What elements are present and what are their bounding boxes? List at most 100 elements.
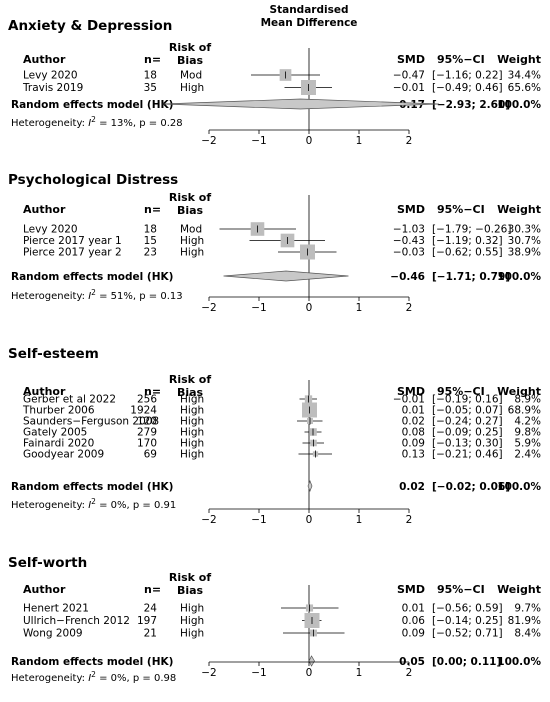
study-author: Thurber 2006 — [22, 405, 95, 417]
summary-label: Random effects model (HK) — [11, 99, 173, 111]
summary-weight: 100.0% — [497, 656, 541, 668]
study-risk-of-bias: High — [180, 615, 204, 627]
study-ci: [−0.56; 0.59] — [432, 603, 503, 615]
column-header-weight: Weight — [497, 583, 541, 596]
x-axis-tick-label: −1 — [251, 302, 266, 314]
column-header-risk-line1: Risk of — [169, 41, 211, 54]
study-ci: [−0.14; 0.25] — [432, 615, 503, 627]
study-risk-of-bias: High — [180, 628, 204, 640]
column-header-author: Author — [23, 53, 66, 66]
column-header-risk-line2: Bias — [177, 54, 204, 67]
column-header-smd: SMD — [397, 53, 425, 66]
study-n: 35 — [144, 82, 157, 94]
study-ci: [−0.09; 0.25] — [432, 427, 503, 439]
x-axis-tick-label: −1 — [251, 514, 266, 526]
study-risk-of-bias: High — [180, 82, 204, 94]
study-weight: 68.9% — [508, 405, 541, 417]
summary-diamond — [308, 655, 315, 667]
column-header-risk-line2: Bias — [177, 386, 204, 399]
study-author: Pierce 2017 year 1 — [23, 235, 122, 247]
column-header-risk-line1: Risk of — [169, 373, 211, 386]
x-axis-tick-label: 2 — [406, 302, 413, 314]
study-risk-of-bias: High — [180, 235, 204, 247]
study-risk-of-bias: High — [180, 405, 204, 417]
study-author: Henert 2021 — [23, 603, 89, 615]
heterogeneity-text: Heterogeneity: I2 = 0%, p = 0.91 — [11, 497, 176, 511]
study-weight: 30.7% — [508, 235, 541, 247]
study-author: Goodyear 2009 — [23, 449, 104, 461]
study-author: Wong 2009 — [23, 628, 83, 640]
study-author: Fainardi 2020 — [23, 438, 94, 450]
study-author: Ullrich−French 2012 — [23, 615, 130, 627]
study-ci: [−0.05; 0.07] — [432, 405, 503, 417]
x-axis-tick-label: −2 — [201, 514, 216, 526]
summary-diamond — [223, 270, 349, 282]
column-header-smd: SMD — [397, 203, 425, 216]
column-header-weight: Weight — [497, 53, 541, 66]
study-author: Levy 2020 — [23, 70, 78, 82]
study-smd: −0.01 — [393, 394, 425, 406]
study-ci: [−0.49; 0.46] — [432, 82, 503, 94]
study-author: Gately 2005 — [23, 427, 87, 439]
study-smd: −1.03 — [393, 224, 425, 236]
x-axis-tick-label: −1 — [251, 135, 266, 147]
column-header-n: n= — [144, 203, 161, 216]
column-header-ci: 95%−CI — [437, 583, 485, 596]
study-smd: −0.43 — [393, 235, 425, 247]
study-weight: 5.9% — [514, 438, 541, 450]
summary-ci: [−0.02; 0.06] — [432, 481, 510, 493]
study-weight: 4.2% — [514, 416, 541, 428]
study-ci: [−1.16; 0.22] — [432, 70, 503, 82]
column-header-risk-line1: Risk of — [169, 191, 211, 204]
study-weight: 8.9% — [514, 394, 541, 406]
column-header-author: Author — [23, 385, 66, 398]
x-axis-tick-label: 1 — [356, 667, 363, 679]
study-smd: 0.08 — [402, 427, 425, 439]
x-axis-tick-label: −2 — [201, 667, 216, 679]
summary-label: Random effects model (HK) — [11, 481, 173, 493]
study-risk-of-bias: Mod — [180, 70, 202, 82]
study-smd: 0.13 — [402, 449, 425, 461]
study-ci: [−0.19; 0.16] — [432, 394, 503, 406]
panel-title: Self-esteem — [8, 346, 99, 362]
heterogeneity-text: Heterogeneity: I2 = 13%, p = 0.28 — [11, 115, 183, 129]
column-header-weight: Weight — [497, 203, 541, 216]
study-smd: 0.09 — [402, 438, 425, 450]
study-weight: 9.8% — [514, 427, 541, 439]
study-ci: [−1.19; 0.32] — [432, 235, 503, 247]
x-axis-tick-label: 0 — [306, 667, 313, 679]
study-n: 24 — [144, 603, 158, 615]
column-header-weight: Weight — [497, 385, 541, 398]
panel-title: Anxiety & Depression — [8, 18, 172, 34]
column-header-smd: SMD — [397, 583, 425, 596]
column-header-n: n= — [144, 385, 161, 398]
study-n: 18 — [144, 224, 157, 236]
study-ci: [−0.21; 0.46] — [432, 449, 503, 461]
study-weight: 2.4% — [514, 449, 541, 461]
study-n: 120 — [137, 416, 157, 428]
study-smd: −0.01 — [393, 82, 425, 94]
study-weight: 8.4% — [514, 628, 541, 640]
study-n: 15 — [144, 235, 157, 247]
study-risk-of-bias: High — [180, 394, 204, 406]
column-header-ci: 95%−CI — [437, 203, 485, 216]
study-smd: 0.02 — [402, 416, 425, 428]
x-axis-tick-label: 1 — [356, 514, 363, 526]
study-author: Travis 2019 — [22, 82, 83, 94]
study-weight: 65.6% — [508, 82, 541, 94]
study-risk-of-bias: High — [180, 416, 204, 428]
column-header-risk-line1: Risk of — [169, 571, 211, 584]
study-risk-of-bias: Mod — [180, 224, 202, 236]
study-ci: [−0.24; 0.27] — [432, 416, 503, 428]
study-n: 170 — [137, 438, 157, 450]
panel-title: Self-worth — [8, 555, 87, 571]
study-smd: −0.47 — [393, 70, 425, 82]
heterogeneity-text: Heterogeneity: I2 = 51%, p = 0.13 — [11, 288, 183, 302]
x-axis-tick-label: −1 — [251, 667, 266, 679]
x-axis-tick-label: 0 — [306, 302, 313, 314]
x-axis-tick-label: 2 — [406, 514, 413, 526]
heterogeneity-text: Heterogeneity: I2 = 0%, p = 0.98 — [11, 670, 176, 684]
